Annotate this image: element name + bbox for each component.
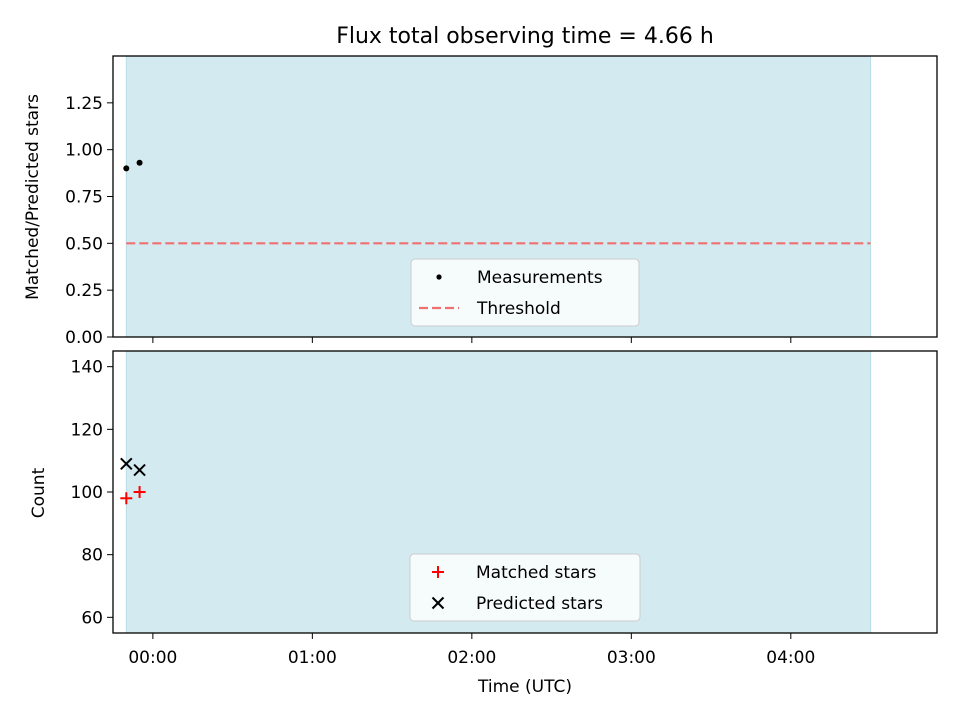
legend-label: Matched stars	[476, 563, 596, 583]
y-tick-label: 0.50	[65, 234, 103, 254]
y-tick-label: 1.25	[65, 94, 103, 114]
x-tick-label: 00:00	[128, 648, 177, 668]
legend-dot-icon	[436, 274, 442, 280]
x-tick-label: 01:00	[288, 648, 337, 668]
legend: Matched stars Predicted stars	[409, 553, 641, 622]
x-marker-b	[120, 457, 133, 471]
predicted-star-point	[133, 463, 146, 477]
y-tick-label: 140	[71, 358, 103, 378]
legend-x-icon-b	[431, 596, 445, 610]
y-tick-label: 0.00	[65, 328, 103, 348]
chart-title: Flux total observing time = 4.66 h	[336, 24, 714, 49]
legend-box	[410, 258, 640, 327]
x-axis-label: Time (UTC)	[477, 677, 572, 697]
ratio-panel: 0.00 0.25 0.50 0.75 1.00 1.25 Measurements Thre…	[65, 55, 938, 348]
ratio-y-axis-label: Matched/Predicted stars	[23, 94, 43, 300]
measurement-point	[123, 165, 130, 172]
count-panel: 60 80 100 120 140 00:00 01:00 02:00 03:00 04:00 Ma…	[71, 350, 938, 668]
matched-star-point	[133, 486, 146, 498]
y-tick-label: 1.00	[65, 141, 103, 161]
x-tick-label: 02:00	[447, 648, 496, 668]
axes-frame	[112, 55, 938, 338]
legend-box	[409, 553, 641, 622]
y-tick-label: 80	[81, 546, 103, 566]
legend-label: Threshold	[476, 299, 561, 319]
matched-star-point	[120, 492, 133, 505]
legend: Measurements Threshold	[410, 258, 640, 327]
y-tick-label: 120	[71, 420, 103, 440]
y-tick-label: 0.75	[65, 188, 103, 208]
predicted-star-point	[120, 457, 133, 471]
legend-label: Measurements	[477, 268, 603, 288]
measurement-point	[136, 159, 143, 166]
x-tick-label: 03:00	[607, 648, 656, 668]
y-tick-label: 100	[71, 483, 103, 503]
count-y-axis-label: Count	[29, 467, 49, 518]
y-tick-label: 60	[81, 608, 103, 628]
legend-label: Predicted stars	[476, 594, 603, 614]
x-marker-b	[133, 463, 146, 477]
y-tick-label: 0.25	[65, 281, 103, 301]
axes-frame	[112, 350, 938, 634]
x-tick-label: 04:00	[766, 648, 815, 668]
